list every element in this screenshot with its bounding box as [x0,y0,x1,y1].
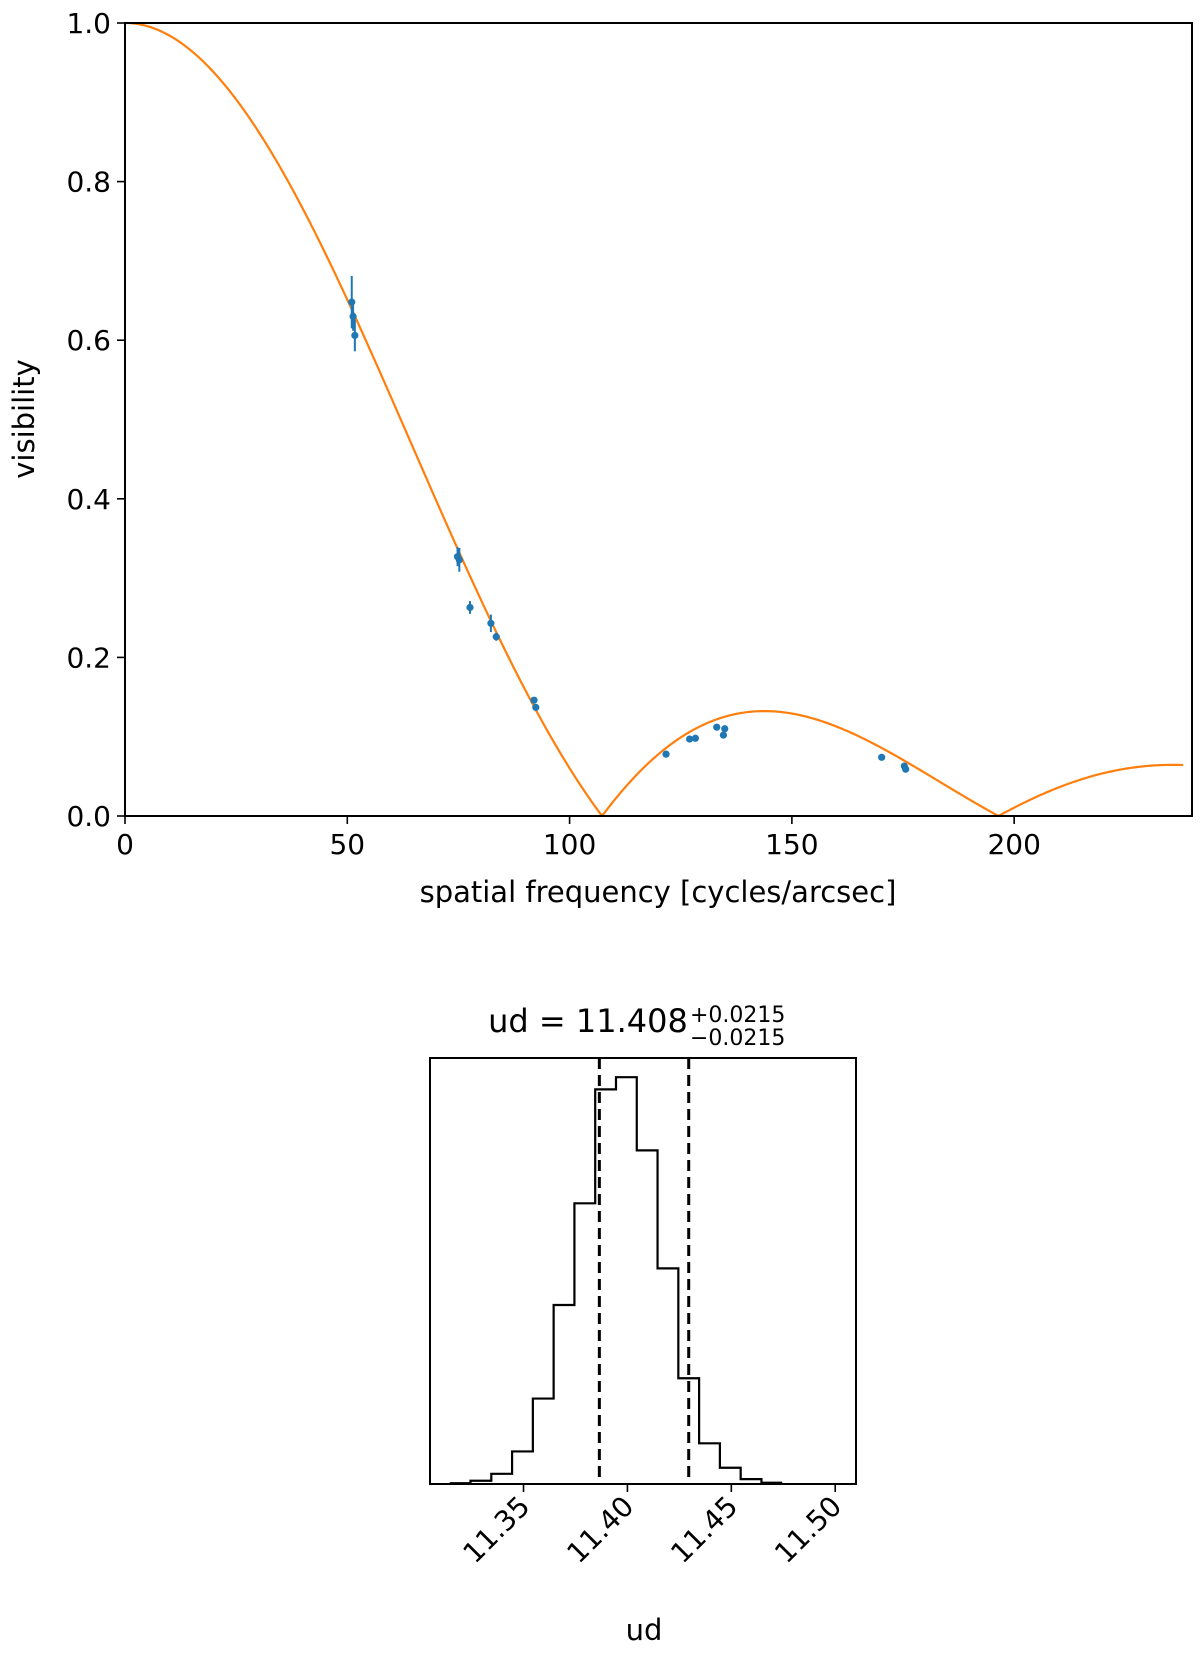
histogram-bars-layer [449,1076,783,1485]
data-points-layer [348,275,910,773]
visibility-x-ticks: 0 50 100 150 200 [116,816,1041,861]
model-visibility-curve [124,21,1184,817]
data-marker [532,703,540,711]
data-point [530,696,538,704]
histogram-title-plus-error: +0.0215 [690,1003,785,1028]
data-marker [713,723,721,731]
y-tick-label: 1.0 [66,7,111,40]
data-point [487,614,495,633]
data-marker [686,735,694,743]
data-marker [487,619,495,627]
histogram-x-axis-label: ud [626,1613,663,1647]
data-point [349,302,357,331]
model-curve-layer [124,21,1184,817]
visibility-y-axis-label: visibility [7,359,41,479]
data-point [719,731,728,739]
data-marker [466,603,474,612]
quantile-lines-layer [597,1058,691,1484]
visibility-x-axis-label: spatial frequency [cycles/arcsec] [420,875,897,909]
x-tick-label: 11.35 [456,1490,536,1570]
x-tick-label: 50 [329,828,365,861]
data-marker [902,765,910,773]
data-point [455,547,463,572]
data-marker [348,298,356,306]
y-tick-label: 0.2 [66,641,111,674]
x-tick-label: 100 [543,828,596,861]
visibility-y-ticks: 0.0 0.2 0.4 0.6 0.8 1.0 [66,7,125,833]
data-marker [691,734,700,742]
data-point [466,601,474,614]
data-marker [351,331,359,340]
data-point [721,725,729,733]
data-marker [878,753,886,761]
data-point [713,723,721,731]
data-marker [721,725,729,733]
data-marker [492,633,500,641]
x-tick-label: 150 [765,828,818,861]
histogram-title-minus-error: −0.0215 [690,1026,785,1051]
data-marker [662,750,670,758]
y-tick-label: 0.6 [66,324,111,357]
ud-posterior-histogram: 11.35 11.40 11.45 11.50 ud = 11.408 +0.0215… [429,1002,857,1647]
x-tick-label: 200 [987,828,1040,861]
data-marker [719,731,728,739]
data-point [351,319,359,352]
histogram-plot-frame [429,1057,857,1485]
data-point [686,735,694,743]
histogram-x-ticks: 11.35 11.40 11.45 11.50 [456,1484,848,1570]
histogram-step-line [449,1076,783,1485]
x-tick-label: 0 [116,828,134,861]
data-marker [349,312,357,321]
data-point [492,632,500,641]
data-point [878,753,886,761]
y-tick-label: 0.4 [66,483,111,516]
x-tick-label: 11.50 [768,1490,848,1570]
y-tick-label: 0.8 [66,166,111,199]
visibility-plot-frame [124,22,1193,817]
data-point [662,750,670,758]
data-point [902,765,910,773]
visibility-chart: 0 50 100 150 200 0.0 0.2 0.4 0.6 0.8 1.0 spatial … [7,7,1193,909]
x-tick-label: 11.40 [560,1490,640,1570]
histogram-title-main: ud = 11.408 [488,1002,688,1040]
y-tick-label: 0.0 [66,800,111,833]
data-point [691,734,700,742]
data-marker [455,556,463,564]
data-marker [530,696,538,704]
x-tick-label: 11.45 [664,1490,744,1570]
data-point [532,703,540,711]
